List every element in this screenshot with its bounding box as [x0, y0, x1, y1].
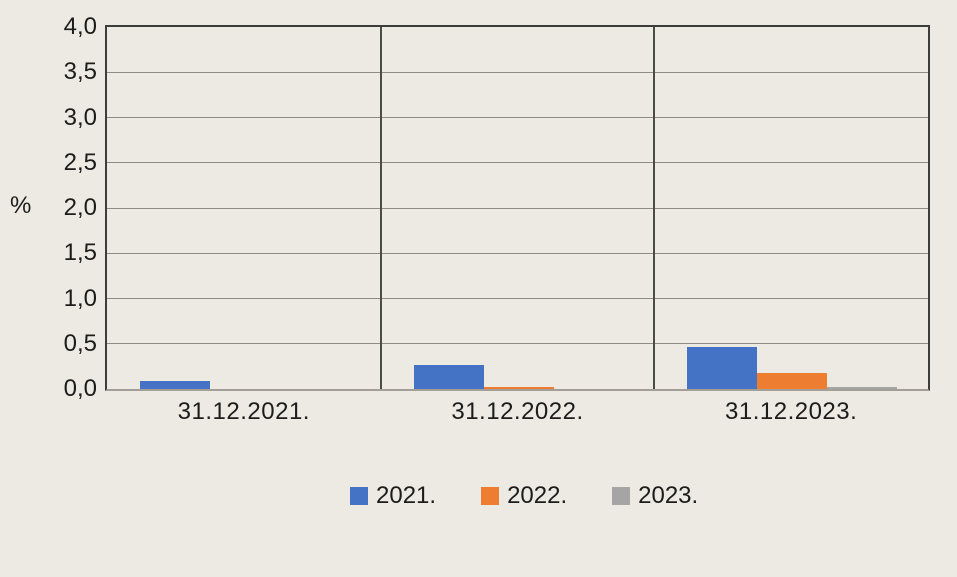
bar	[757, 372, 828, 389]
y-tick-label: 0,5	[63, 329, 97, 357]
y-tick-label: 2,5	[63, 148, 97, 176]
bar	[483, 387, 554, 389]
legend-label: 2022.	[507, 482, 568, 509]
legend-label: 2021.	[376, 482, 437, 509]
y-tick-label: 3,0	[63, 103, 97, 131]
legend-item: 2023.	[612, 483, 698, 509]
chart-legend: 2021. 2022. 2023.	[350, 483, 698, 509]
gridline	[107, 298, 928, 299]
gridline	[107, 162, 928, 164]
gridline	[107, 343, 928, 345]
gridline	[107, 207, 928, 209]
y-tick-label: 1,5	[63, 239, 97, 267]
legend-swatch	[481, 487, 500, 505]
y-tick-label: 3,5	[63, 58, 97, 86]
legend-swatch	[612, 487, 631, 505]
y-tick-label: 1,0	[63, 284, 97, 312]
bar	[687, 347, 758, 389]
category-divider	[379, 27, 382, 389]
x-axis-label: 31.12.2022.	[451, 398, 584, 425]
y-tick-label: 4,0	[63, 13, 97, 40]
legend-item: 2021.	[350, 483, 436, 509]
plot-area	[105, 25, 930, 391]
legend-label: 2023.	[638, 482, 699, 509]
y-axis-unit-label: %	[10, 192, 32, 219]
gridline	[107, 252, 928, 254]
y-axis-tick-labels: 4,0 3,5 3,0 2,5 2,0 1,5 1,0 0,5 0,0	[0, 0, 97, 577]
legend-swatch	[350, 487, 368, 505]
gridline	[107, 71, 928, 73]
y-tick-label: 0,0	[63, 375, 97, 402]
y-tick-label: 2,0	[63, 194, 97, 221]
category-divider	[653, 27, 656, 389]
bar	[140, 380, 210, 389]
gridline	[107, 117, 928, 118]
bar	[413, 364, 484, 389]
x-axis-label: 31.12.2021.	[177, 398, 310, 425]
legend-item: 2022.	[481, 483, 567, 509]
bar	[827, 387, 898, 389]
x-axis-label: 31.12.2023.	[725, 398, 858, 425]
